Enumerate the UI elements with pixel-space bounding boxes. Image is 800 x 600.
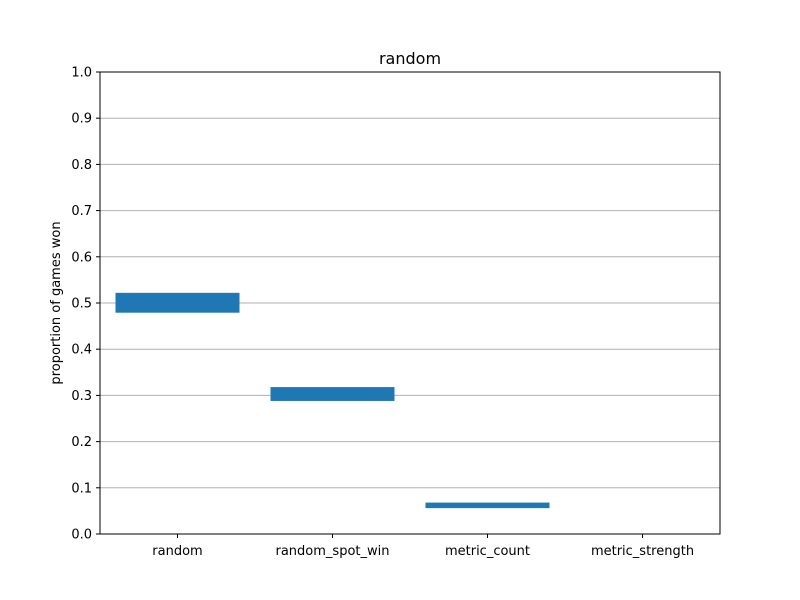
y-tick-label: 0.9 [71,112,92,127]
bar-random-spot-win [270,387,395,401]
y-tick-label: 0.6 [71,250,92,265]
x-axis: random random_spot_win metric_count metric_… [152,534,694,559]
y-tick-label: 0.3 [71,389,92,404]
y-tick-label: 0.2 [71,435,92,450]
bar-random [115,292,240,313]
y-tick-label: 0.1 [71,481,92,496]
y-tick-label: 0.0 [71,528,92,543]
x-tick-label: random [152,544,202,559]
y-tick-label: 0.4 [71,343,92,358]
y-tick-label: 0.5 [71,297,92,312]
x-tick-label: random_spot_win [276,544,390,559]
y-tick-label: 0.7 [71,204,92,219]
bar-metric-count [425,502,550,509]
chart-title: random [379,49,441,68]
x-tick-label: metric_count [445,544,530,559]
y-tick-label: 1.0 [71,66,92,81]
y-axis: 0.0 0.1 0.2 0.3 0.4 0.5 0.6 0.7 0.8 0.9 1.0 [71,66,100,543]
y-axis-label: proportion of games won [49,221,64,384]
bars [115,292,550,509]
x-tick-label: metric_strength [591,544,694,559]
y-tick-label: 0.8 [71,158,92,173]
